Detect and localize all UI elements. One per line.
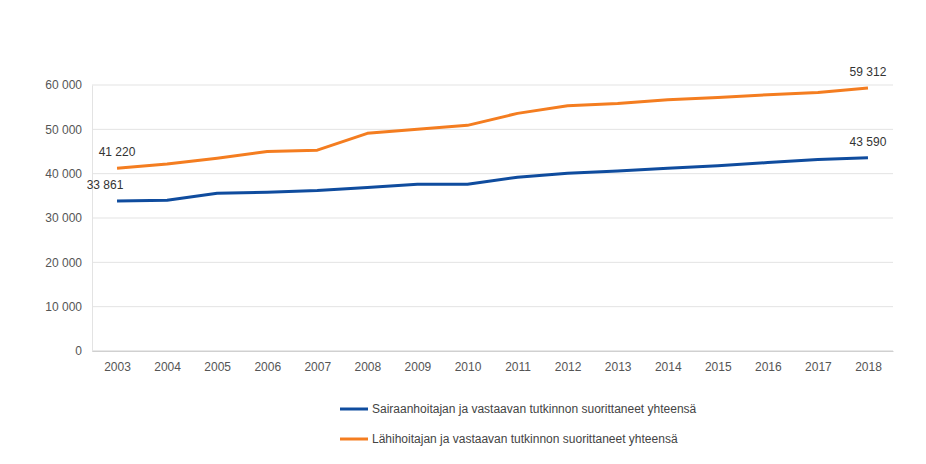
y-tick-label: 40 000: [45, 167, 82, 181]
grid-line: [92, 306, 893, 307]
y-tick: 40 000: [45, 167, 92, 181]
y-tick: 30 000: [45, 211, 92, 225]
series-line: [117, 158, 868, 201]
series-line: [117, 88, 868, 168]
x-tick-label: 2015: [705, 360, 732, 374]
grid-line: [92, 218, 893, 219]
x-tick-label: 2012: [555, 360, 582, 374]
y-tick: 60 000: [45, 78, 92, 92]
y-axis: 0 10 000 20 000 30 000 40 000 50 000 60 000: [45, 78, 92, 358]
legend: Sairaanhoitajan ja vastaavan tutkinnon s…: [340, 402, 697, 446]
grid-line: [92, 129, 893, 130]
x-tick: 2012: [555, 351, 582, 374]
data-label: 41 220: [99, 145, 136, 159]
y-tick: 50 000: [45, 123, 92, 137]
y-tick-label: 30 000: [45, 211, 82, 225]
y-tick-label: 50 000: [45, 123, 82, 137]
x-tick-label: 2008: [354, 360, 381, 374]
x-tick: 2003: [104, 351, 131, 374]
grid-line: [92, 173, 893, 174]
y-axis-line: [92, 86, 93, 352]
x-tick: 2006: [254, 351, 281, 374]
y-tick-label: 10 000: [45, 300, 82, 314]
grid: [92, 85, 893, 351]
x-tick: 2016: [755, 351, 782, 374]
x-tick-label: 2005: [204, 360, 231, 374]
legend-item: Lähihoitajan ja vastaavan tutkinnon suor…: [340, 432, 678, 446]
x-tick: 2008: [354, 351, 381, 374]
x-tick-label: 2016: [755, 360, 782, 374]
y-tick-label: 0: [75, 344, 82, 358]
x-tick: 2013: [605, 351, 632, 374]
x-tick: 2005: [204, 351, 231, 374]
x-axis: 2003 2004 2005 2006 2007 2008 2009 2010 2011 2012…: [93, 351, 894, 374]
legend-item: Sairaanhoitajan ja vastaavan tutkinnon s…: [340, 402, 697, 416]
x-tick-label: 2014: [655, 360, 682, 374]
grid-line: [92, 85, 893, 86]
x-tick-label: 2011: [505, 360, 531, 374]
legend-swatch: [340, 438, 368, 441]
x-tick-label: 2007: [304, 360, 331, 374]
data-label: 59 312: [850, 65, 887, 79]
x-tick: 2017: [805, 351, 832, 374]
y-tick-label: 20 000: [45, 256, 82, 270]
grid-line: [92, 351, 893, 352]
x-tick-label: 2018: [855, 360, 882, 374]
legend-label: Sairaanhoitajan ja vastaavan tutkinnon s…: [372, 402, 697, 416]
x-tick: 2007: [304, 351, 331, 374]
y-tick: 10 000: [45, 300, 92, 314]
data-label: 43 590: [850, 135, 887, 149]
x-tick: 2009: [405, 351, 432, 374]
x-tick-label: 2010: [455, 360, 482, 374]
x-tick: 2004: [154, 351, 181, 374]
x-tick: 2011: [505, 351, 531, 374]
legend-label: Lähihoitajan ja vastaavan tutkinnon suor…: [372, 432, 678, 446]
grid-line: [92, 262, 893, 263]
plot-lines: [117, 88, 868, 201]
x-axis-line: [93, 351, 894, 352]
x-tick-label: 2013: [605, 360, 632, 374]
x-tick: 2015: [705, 351, 732, 374]
x-tick-label: 2003: [104, 360, 131, 374]
x-tick: 2010: [455, 351, 482, 374]
legend-swatch: [340, 408, 368, 411]
y-tick-label: 60 000: [45, 78, 82, 92]
y-tick: 0: [75, 344, 92, 358]
x-tick-label: 2006: [254, 360, 281, 374]
x-tick-label: 2017: [805, 360, 832, 374]
chart: 0 10 000 20 000 30 000 40 000 50 000 60 000 200…: [0, 0, 926, 464]
data-labels: 33 861 43 590 41 220 59 312: [87, 65, 887, 192]
x-tick-label: 2004: [154, 360, 181, 374]
x-tick-label: 2009: [405, 360, 432, 374]
x-tick: 2014: [655, 351, 682, 374]
x-tick: 2018: [855, 351, 882, 374]
data-label: 33 861: [87, 178, 124, 192]
y-tick: 20 000: [45, 256, 92, 270]
